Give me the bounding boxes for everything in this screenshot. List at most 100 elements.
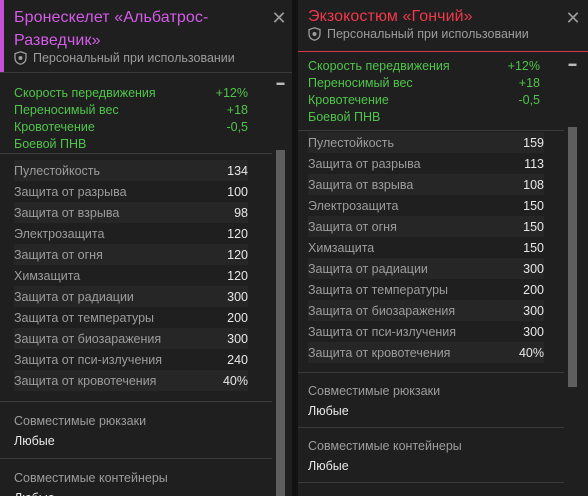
stat-value: 150 [523, 240, 544, 255]
stat-row: Защита от огня 120 [14, 244, 248, 265]
stat-value: 300 [523, 324, 544, 339]
stat-name: Защита от радиации [308, 261, 428, 276]
stat-name: Химзащита [308, 240, 375, 255]
stat-name: Защита от разрыва [308, 156, 421, 171]
stat-value: 200 [523, 282, 544, 297]
compat-section: Этот экзокостюм - отличное [298, 482, 564, 496]
compat-section: Совместимые контейнеры Любые [298, 427, 564, 482]
scrollbar-thumb[interactable] [568, 127, 577, 387]
stat-row: Пулестойкость 134 [14, 160, 248, 181]
stat-row: Защита от пси-излучения 240 [14, 349, 248, 370]
item-title: Экзокостюм «Гончий» [308, 8, 473, 25]
stat-name: Защита от радиации [14, 289, 134, 304]
bonus-row: Переносимый вес +18 [14, 102, 248, 119]
tooltip-content[interactable]: Скорость передвижения +12% Переносимый вес… [298, 52, 564, 496]
personal-note: Персональный при использовании [14, 51, 235, 65]
compat-label: Совместимые контейнеры [14, 471, 168, 485]
compat-value: Любые [308, 459, 349, 473]
stat-name: Защита от температуры [308, 282, 449, 297]
item-tooltip-right: Экзокостюм «Гончий» ✕ Персональный при и… [298, 0, 588, 496]
tooltip-content[interactable]: Скорость передвижения +12% Переносимый вес… [0, 72, 272, 496]
bonus-value: +12% [215, 86, 248, 100]
stat-name: Защита от температуры [14, 310, 155, 325]
stat-name: Защита от пси-излучения [308, 324, 457, 339]
compat-label: Совместимые рюкзаки [308, 384, 441, 398]
stat-value: 134 [227, 163, 248, 178]
stat-row: Защита от пси-излучения 300 [308, 321, 544, 342]
compat-label: Этот экзокостюм - отличное [308, 493, 554, 496]
stats-table: Пулестойкость 159 Защита от разрыва 113 Защи… [308, 132, 544, 363]
bonus-divider [298, 130, 564, 131]
stat-row: Защита от кровотечения 40% [14, 370, 248, 391]
stat-row: Защита от биозаражения 300 [308, 300, 544, 321]
stat-name: Защита от огня [14, 247, 103, 262]
stat-row: Химзащита 150 [308, 237, 544, 258]
close-icon[interactable]: ✕ [565, 8, 581, 28]
stat-value: 120 [227, 226, 248, 241]
stat-value: 108 [523, 177, 544, 192]
bonus-name: Боевой ПНВ [14, 137, 87, 151]
stat-row: Пулестойкость 159 [308, 132, 544, 153]
stat-value: 40% [518, 345, 544, 360]
scrollbar[interactable]: ▬ [276, 72, 285, 496]
compat-value: Любые [14, 434, 55, 448]
bonus-name: Боевой ПНВ [308, 110, 381, 124]
bonus-value: -0,5 [518, 93, 540, 107]
bonus-list: Скорость передвижения +12% Переносимый вес… [0, 72, 272, 153]
stat-value: 40% [222, 373, 248, 388]
compat-label: Совместимые рюкзаки [14, 414, 147, 428]
scrollbar-thumb[interactable] [276, 150, 285, 496]
chevron-up-icon[interactable]: ▬ [568, 59, 577, 68]
stat-value: 200 [227, 310, 248, 325]
bonus-name: Переносимый вес [308, 76, 413, 90]
bonus-name: Скорость передвижения [308, 59, 450, 73]
stats-table: Пулестойкость 134 Защита от разрыва 100 Защи… [14, 160, 248, 391]
bonus-name: Скорость передвижения [14, 86, 156, 100]
stat-value: 120 [227, 268, 248, 283]
stat-value: 98 [234, 205, 248, 220]
bonus-row: Скорость передвижения +12% [308, 58, 540, 75]
stat-row: Химзащита 120 [14, 265, 248, 286]
stat-row: Защита от температуры 200 [308, 279, 544, 300]
stat-name: Пулестойкость [308, 135, 395, 150]
bonus-value: +12% [507, 59, 540, 73]
shield-icon [308, 27, 321, 41]
compat-sections: Совместимые рюкзаки Любые Совместимые конт… [0, 401, 272, 496]
compat-section: Совместимые контейнеры Любые [0, 458, 272, 496]
stat-row: Защита от разрыва 100 [14, 181, 248, 202]
stat-name: Защита от кровотечения [14, 373, 157, 388]
rarity-accent-bar [0, 0, 4, 72]
personal-note: Персональный при использовании [308, 27, 529, 41]
chevron-up-icon[interactable]: ▬ [276, 78, 285, 87]
close-icon[interactable]: ✕ [271, 8, 287, 28]
compat-sections: Совместимые рюкзаки Любые Совместимые конт… [298, 372, 564, 496]
stat-row: Защита от огня 150 [308, 216, 544, 237]
stat-name: Защита от разрыва [14, 184, 127, 199]
bonus-row: Боевой ПНВ [308, 109, 540, 126]
item-title: Бронескелет «Альбатрос-Разведчик» [14, 9, 209, 49]
bonus-name: Кровотечение [14, 120, 95, 134]
stat-row: Электрозащита 120 [14, 223, 248, 244]
stat-name: Пулестойкость [14, 163, 101, 178]
bonus-name: Кровотечение [308, 93, 389, 107]
compat-section: Совместимые рюкзаки Любые [0, 401, 272, 458]
bonus-divider [0, 153, 272, 154]
compat-label: Совместимые контейнеры [308, 439, 462, 453]
stat-name: Электрозащита [308, 198, 399, 213]
bonus-value: -0,5 [226, 120, 248, 134]
personal-label: Персональный при использовании [327, 27, 529, 41]
bonus-name: Переносимый вес [14, 103, 119, 117]
stat-row: Защита от кровотечения 40% [308, 342, 544, 363]
stat-name: Защита от взрыва [14, 205, 120, 220]
stat-name: Защита от огня [308, 219, 397, 234]
bonus-row: Боевой ПНВ [14, 136, 248, 153]
scrollbar[interactable]: ▬ [568, 52, 577, 496]
shield-icon [14, 51, 27, 65]
stat-name: Защита от взрыва [308, 177, 414, 192]
stat-name: Защита от биозаражения [308, 303, 456, 318]
stat-row: Защита от взрыва 98 [14, 202, 248, 223]
stat-row: Защита от радиации 300 [14, 286, 248, 307]
header-divider [0, 72, 292, 73]
stat-name: Защита от пси-излучения [14, 352, 163, 367]
stat-value: 120 [227, 247, 248, 262]
